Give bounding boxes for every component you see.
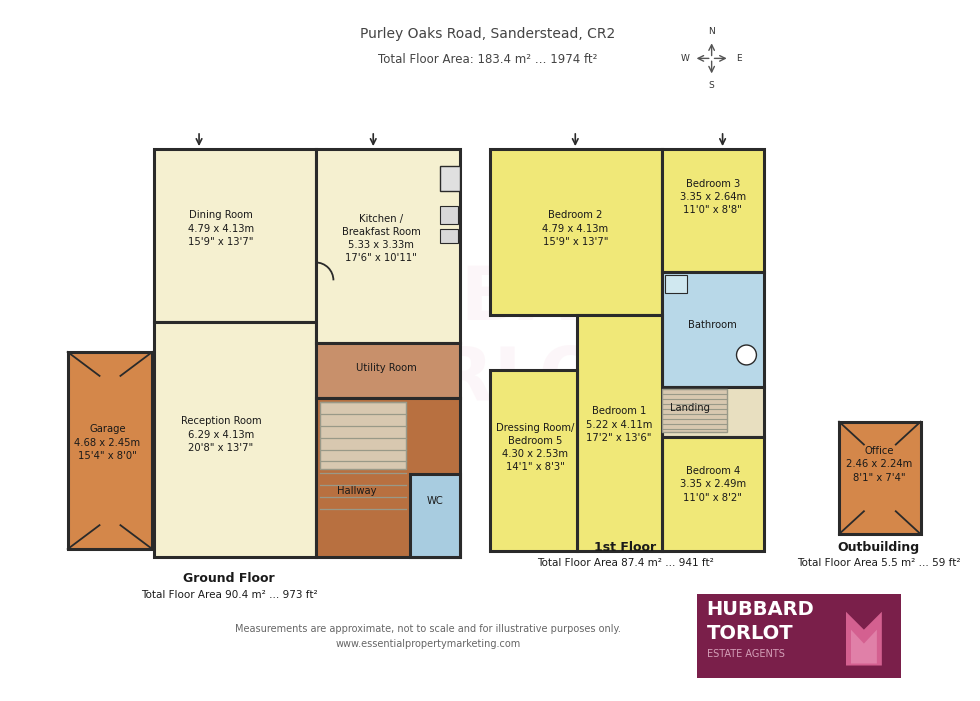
Text: Total Floor Area: 183.4 m² … 1974 ft²: Total Floor Area: 183.4 m² … 1974 ft² bbox=[378, 53, 598, 66]
Bar bbox=[320, 402, 406, 470]
Text: Kitchen /
Breakfast Room
5.33 x 3.33m
17'6" x 10'11": Kitchen / Breakfast Room 5.33 x 3.33m 17… bbox=[342, 214, 420, 264]
Text: HUBBARD: HUBBARD bbox=[707, 600, 814, 619]
Circle shape bbox=[737, 345, 757, 365]
Text: S: S bbox=[709, 81, 714, 90]
Bar bbox=[662, 437, 764, 551]
Bar bbox=[154, 149, 316, 322]
Text: Garage
4.68 x 2.45m
15'4" x 8'0": Garage 4.68 x 2.45m 15'4" x 8'0" bbox=[74, 424, 140, 461]
Bar bbox=[440, 205, 458, 224]
Text: Bedroom 4
3.35 x 2.49m
11'0" x 8'2": Bedroom 4 3.35 x 2.49m 11'0" x 8'2" bbox=[679, 466, 746, 503]
Text: ESTATE AGENTS: ESTATE AGENTS bbox=[707, 648, 785, 658]
Text: Bedroom 1
5.22 x 4.11m
17'2" x 13'6": Bedroom 1 5.22 x 4.11m 17'2" x 13'6" bbox=[586, 407, 653, 443]
Text: Ground Floor: Ground Floor bbox=[183, 573, 274, 585]
Bar bbox=[490, 370, 577, 551]
Bar bbox=[490, 149, 662, 315]
Text: W: W bbox=[680, 54, 689, 63]
Text: Bedroom 3
3.35 x 2.64m
11'0" x 8'8": Bedroom 3 3.35 x 2.64m 11'0" x 8'8" bbox=[679, 179, 746, 215]
Text: Office
2.46 x 2.24m
8'1" x 7'4": Office 2.46 x 2.24m 8'1" x 7'4" bbox=[846, 447, 912, 483]
Text: Landing: Landing bbox=[669, 403, 710, 413]
Bar bbox=[662, 389, 726, 432]
Text: WC: WC bbox=[426, 496, 443, 506]
Text: TORLOT: TORLOT bbox=[707, 624, 793, 643]
Polygon shape bbox=[851, 629, 877, 664]
Bar bbox=[662, 273, 764, 387]
Bar bbox=[316, 149, 460, 343]
Bar bbox=[839, 422, 920, 534]
Text: Reception Room
6.29 x 4.13m
20'8" x 13'7": Reception Room 6.29 x 4.13m 20'8" x 13'7… bbox=[180, 416, 262, 453]
Bar bbox=[316, 343, 460, 397]
Text: Utility Room: Utility Room bbox=[356, 363, 416, 373]
Text: Measurements are approximate, not to scale and for illustrative purposes only.: Measurements are approximate, not to sca… bbox=[235, 624, 621, 634]
Text: Outbuilding: Outbuilding bbox=[838, 540, 920, 554]
Bar bbox=[662, 387, 764, 437]
Bar bbox=[410, 475, 460, 557]
Text: Total Floor Area 5.5 m² … 59 ft²: Total Floor Area 5.5 m² … 59 ft² bbox=[797, 558, 960, 568]
Text: Bathroom: Bathroom bbox=[688, 320, 737, 330]
Polygon shape bbox=[846, 612, 882, 665]
Bar bbox=[664, 275, 687, 293]
Bar bbox=[662, 149, 764, 273]
Text: N: N bbox=[709, 27, 715, 36]
Bar bbox=[440, 166, 460, 191]
Text: Purley Oaks Road, Sanderstead, CR2: Purley Oaks Road, Sanderstead, CR2 bbox=[360, 27, 615, 41]
Text: E: E bbox=[736, 54, 741, 63]
Text: Dining Room
4.79 x 4.13m
15'9" x 13'7": Dining Room 4.79 x 4.13m 15'9" x 13'7" bbox=[188, 210, 254, 247]
Bar bbox=[68, 352, 152, 549]
Text: www.essentialpropertymarketing.com: www.essentialpropertymarketing.com bbox=[335, 639, 520, 648]
Bar bbox=[316, 397, 460, 557]
Text: Total Floor Area 87.4 m² … 941 ft²: Total Floor Area 87.4 m² … 941 ft² bbox=[537, 558, 713, 568]
Bar bbox=[440, 229, 458, 243]
Bar bbox=[154, 322, 316, 557]
Text: Bedroom 2
4.79 x 4.13m
15'9" x 13'7": Bedroom 2 4.79 x 4.13m 15'9" x 13'7" bbox=[542, 210, 609, 247]
Text: HUBBARD
TORLOT: HUBBARD TORLOT bbox=[280, 263, 696, 417]
Text: Hallway: Hallway bbox=[336, 486, 376, 496]
Text: Total Floor Area 90.4 m² … 973 ft²: Total Floor Area 90.4 m² … 973 ft² bbox=[140, 590, 318, 600]
Text: 1st Floor: 1st Floor bbox=[594, 540, 656, 554]
Text: Dressing Room/
Bedroom 5
4.30 x 2.53m
14'1" x 8'3": Dressing Room/ Bedroom 5 4.30 x 2.53m 14… bbox=[496, 423, 574, 472]
Bar bbox=[697, 594, 901, 679]
Bar bbox=[577, 315, 662, 551]
